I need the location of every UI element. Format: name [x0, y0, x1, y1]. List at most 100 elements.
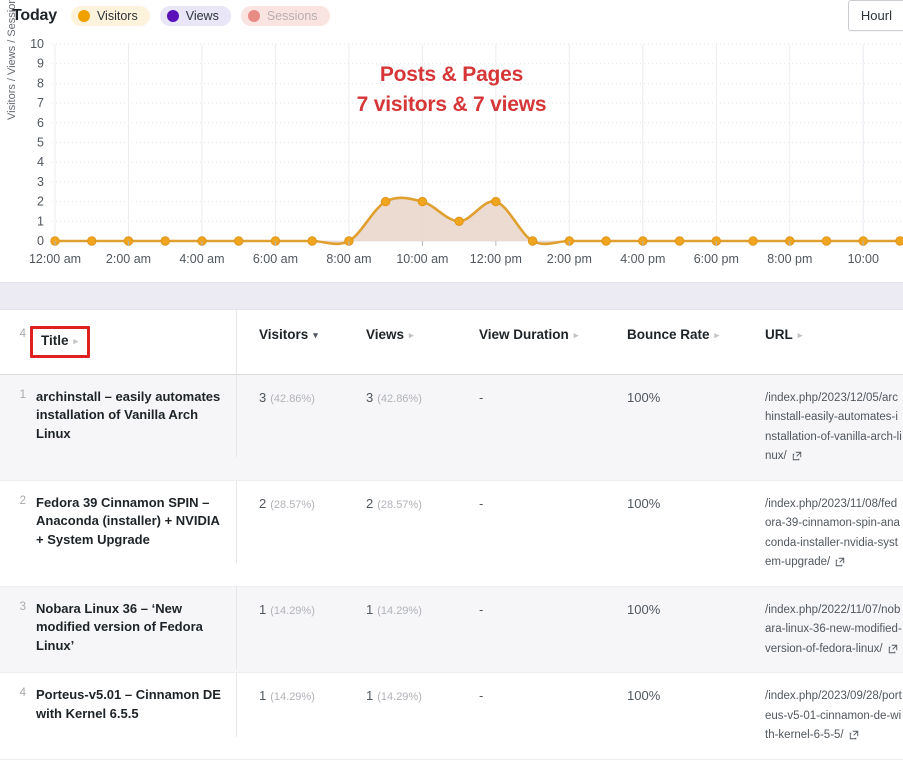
column-header-views-label: Views	[366, 327, 405, 342]
x-tick-label: 6:00 pm	[694, 252, 739, 266]
row-index: 3	[19, 600, 26, 613]
table-row[interactable]: 2 Fedora 39 Cinnamon SPIN – Anaconda (ins…	[0, 480, 903, 587]
y-tick-label: 8	[37, 76, 44, 90]
table-row[interactable]: 4 Porteus-v5.01 – Cinnamon DE with Kernel…	[0, 673, 903, 760]
row-index: 4	[19, 687, 26, 699]
row-views-percent: (14.29%)	[377, 691, 422, 703]
row-title[interactable]: Porteus-v5.01 – Cinnamon DE with Kernel …	[32, 673, 237, 737]
sessions-color-dot	[247, 10, 260, 22]
x-tick-label: 12:00 pm	[470, 252, 522, 266]
legend-pill-sessions[interactable]: Sessions	[240, 6, 330, 26]
row-views: 3 (42.86%)	[344, 375, 447, 421]
area-fill	[55, 197, 900, 244]
row-title[interactable]: Nobara Linux 36 – ‘New modified version …	[32, 586, 237, 669]
row-bounce-rate: 100%	[595, 481, 743, 527]
row-visitors-value: 2	[259, 495, 267, 511]
row-view-duration-value: -	[479, 389, 484, 405]
row-views-percent: (14.29%)	[377, 604, 422, 617]
external-link-icon	[888, 644, 898, 653]
legend-pill-visitors[interactable]: Visitors	[70, 6, 150, 26]
data-point[interactable]	[417, 196, 428, 207]
data-point[interactable]	[821, 236, 832, 246]
data-point[interactable]	[674, 236, 685, 246]
table-row[interactable]: 1 archinstall – easily automates installa…	[0, 374, 903, 481]
sort-caret-visitors: ▾	[313, 330, 318, 340]
stats-header: Today Visitors Views Sessions Hourl	[0, 0, 903, 32]
row-views-value: 3	[366, 389, 374, 405]
column-header-title[interactable]: Title ▸	[30, 310, 237, 374]
data-point[interactable]	[307, 236, 317, 246]
y-tick-label: 1	[37, 214, 44, 228]
row-view-duration: -	[447, 587, 595, 633]
row-title[interactable]: Fedora 39 Cinnamon SPIN – Anaconda (inst…	[32, 480, 237, 563]
column-header-url-label: URL	[765, 327, 793, 342]
interval-select-value: Hourl	[860, 8, 892, 23]
x-tick-label: 4:00 am	[179, 252, 224, 266]
row-index: 2	[19, 494, 26, 507]
row-view-duration: -	[447, 375, 595, 421]
y-tick-label: 6	[37, 116, 44, 130]
row-visitors-percent: (42.86%)	[270, 392, 315, 405]
legend-label-sessions: Sessions	[266, 9, 318, 23]
y-tick-label: 3	[37, 175, 44, 189]
column-header-visitors-label: Visitors	[259, 327, 309, 342]
column-header-title-label: Title	[41, 333, 69, 348]
column-header-views[interactable]: Views ▸	[344, 310, 447, 359]
data-point[interactable]	[454, 216, 464, 227]
row-bounce-rate-value: 100%	[627, 601, 661, 617]
row-url[interactable]: /index.php/2023/12/05/archinstall-easily…	[743, 375, 903, 480]
external-link-icon	[792, 451, 802, 461]
row-url[interactable]: /index.php/2022/11/07/nobara-linux-36-ne…	[743, 587, 903, 673]
data-point[interactable]	[895, 236, 903, 246]
row-visitors: 2 (28.57%)	[237, 481, 344, 527]
row-count-label: 4	[19, 328, 26, 340]
row-bounce-rate: 100%	[595, 673, 743, 719]
row-view-duration-value: -	[479, 495, 484, 511]
data-point[interactable]	[491, 196, 501, 207]
data-point[interactable]	[233, 236, 244, 246]
data-point[interactable]	[601, 236, 611, 246]
x-tick-label: 12:00 am	[29, 252, 81, 266]
row-url[interactable]: /index.php/2023/11/08/fedora-39-cinnamon…	[743, 481, 903, 586]
row-views-value: 2	[366, 495, 374, 511]
column-header-view-duration[interactable]: View Duration ▸	[447, 310, 595, 359]
x-tick-label: 6:00 am	[253, 252, 298, 266]
row-visitors-value: 1	[259, 601, 267, 617]
row-title[interactable]: archinstall – easily automates installat…	[32, 374, 237, 457]
row-view-duration-value: -	[479, 688, 484, 703]
title-header-highlight: Title ▸	[30, 326, 91, 358]
visitors-chart: Visitors / Views / Sessions 0 1 2 3 4 5 6 7 8 9 10…	[0, 0, 903, 282]
data-point[interactable]	[380, 196, 391, 207]
y-tick-label: 7	[37, 96, 44, 110]
legend-pill-views[interactable]: Views	[159, 6, 231, 26]
row-views-value: 1	[366, 688, 374, 703]
column-header-url[interactable]: URL ▸	[743, 310, 903, 359]
chart-canvas: 0 1 2 3 4 5 6 7 8 9 10 12:00 am 2:00 am 4:00 am 6:00 a…	[29, 37, 903, 266]
sort-caret-url: ▸	[797, 330, 803, 340]
row-url-value: /index.php/2023/11/08/fedora-39-cinnamon…	[765, 497, 900, 569]
column-header-view-duration-label: View Duration	[479, 327, 569, 342]
sort-caret-title: ▸	[73, 336, 79, 346]
row-url[interactable]: /index.php/2023/09/28/porteus-v5-01-cinn…	[743, 673, 903, 759]
data-point[interactable]	[748, 236, 758, 246]
section-divider-band	[0, 282, 903, 310]
y-tick-label: 2	[37, 195, 44, 209]
row-visitors: 1 (14.29%)	[237, 673, 344, 719]
y-tick-label: 9	[37, 57, 44, 71]
data-point[interactable]	[160, 236, 170, 246]
interval-select[interactable]: Hourl	[847, 0, 903, 31]
row-bounce-rate: 100%	[595, 375, 743, 421]
data-point[interactable]	[87, 236, 97, 246]
row-visitors-percent: (14.29%)	[270, 604, 315, 617]
column-header-bounce-rate[interactable]: Bounce Rate ▸	[595, 310, 743, 359]
legend-label-views: Views	[185, 9, 219, 23]
data-point[interactable]	[527, 236, 538, 246]
row-bounce-rate-value: 100%	[627, 688, 661, 703]
table-row[interactable]: 3 Nobara Linux 36 – ‘New modified version…	[0, 586, 903, 673]
sort-caret-view-duration: ▸	[573, 330, 579, 340]
row-url-value: /index.php/2022/11/07/nobara-linux-36-ne…	[765, 603, 902, 655]
row-url-value: /index.php/2023/12/05/archinstall-easily…	[765, 391, 902, 463]
row-views: 1 (14.29%)	[344, 673, 447, 719]
column-header-visitors[interactable]: Visitors ▾	[237, 310, 344, 359]
row-visitors-percent: (28.57%)	[270, 498, 315, 511]
